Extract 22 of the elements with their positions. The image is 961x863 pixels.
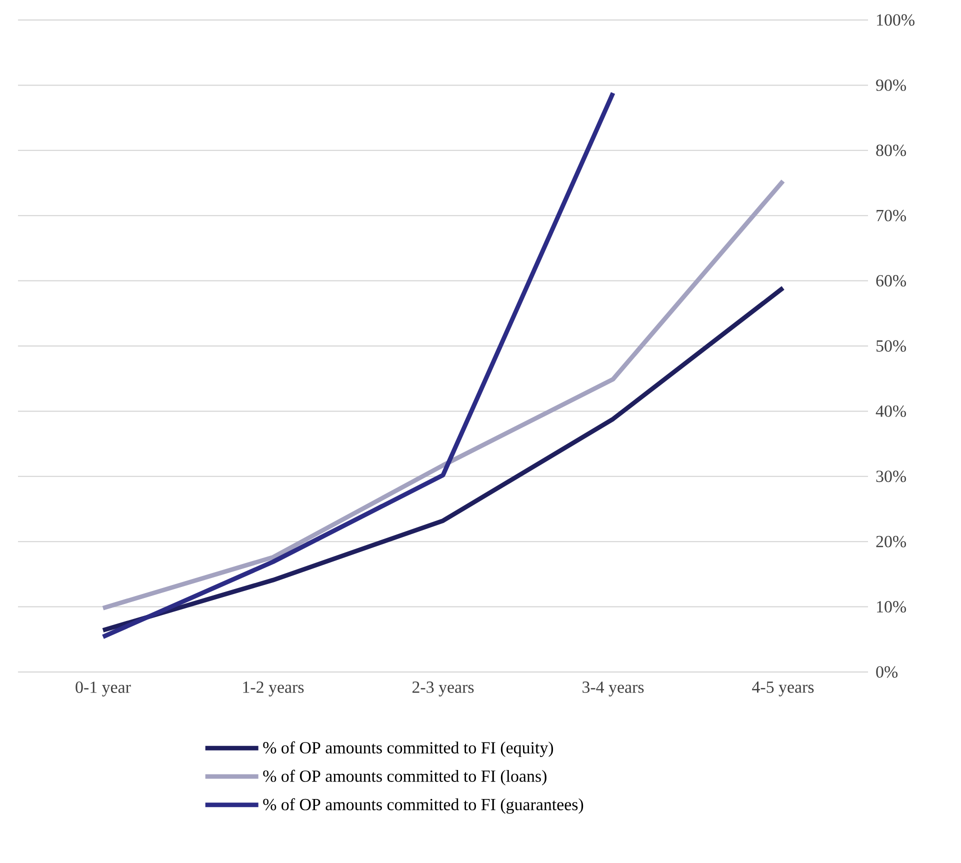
- y-tick-label: 70%: [876, 210, 906, 222]
- y-tick-label: 10%: [877, 601, 906, 613]
- y-tick-label: 50%: [876, 340, 906, 352]
- y-tick-label: 60%: [876, 275, 906, 287]
- legend-label: % of OP amounts committed to FI (loans): [263, 770, 546, 786]
- y-tick-label: 80%: [876, 144, 906, 156]
- y-tick-label: 0%: [876, 666, 898, 678]
- y-tick-label: 90%: [876, 79, 906, 91]
- x-tick-label: 1-2 years: [243, 682, 304, 696]
- y-tick-label: 30%: [876, 470, 906, 482]
- x-tick-label: 2-3 years: [412, 682, 474, 696]
- x-tick-label: 0-1 year: [76, 682, 131, 696]
- line-series: [100, 178, 786, 610]
- y-tick-label: 20%: [876, 536, 906, 548]
- line-series: [100, 90, 616, 640]
- x-tick-label: 4-5 years: [752, 682, 814, 696]
- y-tick-label: 40%: [876, 405, 906, 417]
- legend-label: % of OP amounts committed to FI (guarantees): [263, 798, 584, 814]
- x-tick-label: 3-4 years: [582, 682, 644, 696]
- y-tick-label: 100%: [877, 14, 914, 26]
- legend-label: % of OP amounts committed to FI (equity): [263, 741, 554, 757]
- line-series: [100, 286, 786, 633]
